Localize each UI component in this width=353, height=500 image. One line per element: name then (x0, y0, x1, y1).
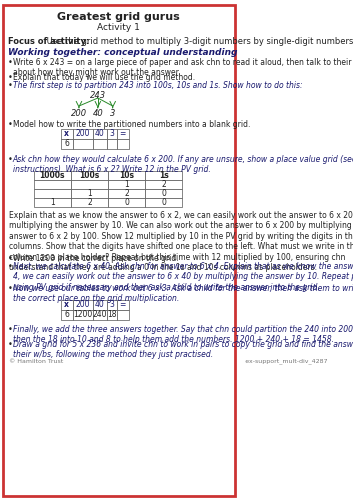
Bar (107, 129, 117, 139)
Text: Write 6 x 243 = on a large piece of paper and ask chn to read it aloud, then tal: Write 6 x 243 = on a large piece of pape… (13, 58, 353, 78)
Bar (107, 139, 117, 149)
Text: •: • (8, 284, 13, 293)
Bar (61, 129, 73, 139)
Bar (145, 198, 182, 207)
Text: •: • (8, 340, 13, 349)
Text: •: • (8, 254, 13, 263)
Bar (108, 171, 145, 180)
Text: Ask chn how they would calculate 6 x 200. If any are unsure, show a place value : Ask chn how they would calculate 6 x 200… (13, 155, 353, 174)
Bar (71, 189, 108, 198)
Bar (34, 189, 71, 198)
Bar (73, 129, 93, 139)
Text: 240: 240 (92, 310, 107, 320)
Text: 0: 0 (161, 189, 166, 198)
Bar (93, 129, 107, 139)
Text: Draw a grid for 5 x 236 and invite chn to work in pairs to copy the grid and fin: Draw a grid for 5 x 236 and invite chn t… (13, 340, 353, 359)
Bar (73, 300, 93, 310)
Text: 3: 3 (110, 109, 115, 118)
Bar (93, 139, 107, 149)
Bar (34, 180, 71, 189)
Text: © Hamilton Trust                                                                : © Hamilton Trust (10, 359, 328, 365)
Text: •: • (8, 58, 13, 67)
Text: Next, we calculate 6 x 40. Ask chn for answer to 6 x 4. Explain that as we know : Next, we calculate 6 x 40. Ask chn for a… (13, 262, 353, 292)
Bar (145, 180, 182, 189)
Text: =: = (120, 130, 126, 138)
Bar (107, 310, 117, 320)
Text: •: • (8, 81, 13, 90)
Text: 200: 200 (71, 109, 87, 118)
Text: x: x (64, 130, 69, 138)
Text: 1s: 1s (159, 171, 168, 180)
Text: 1: 1 (124, 180, 129, 189)
Text: Use the grid method to multiply 3-digit numbers by single-digit numbers.: Use the grid method to multiply 3-digit … (44, 37, 353, 46)
Text: 1: 1 (50, 198, 55, 207)
Bar (108, 189, 145, 198)
Bar (93, 310, 107, 320)
Text: 6: 6 (64, 140, 69, 148)
Text: •: • (8, 155, 13, 164)
Bar (34, 171, 71, 180)
Text: •: • (8, 325, 13, 334)
Text: Activity 1: Activity 1 (97, 23, 140, 32)
Bar (107, 300, 117, 310)
Text: 40: 40 (95, 130, 105, 138)
Bar (73, 310, 93, 320)
Text: 200: 200 (76, 130, 90, 138)
Bar (71, 171, 108, 180)
Bar (73, 139, 93, 149)
Bar (145, 189, 182, 198)
Text: 2: 2 (87, 198, 92, 207)
Text: 100s: 100s (79, 171, 100, 180)
Bar (117, 139, 129, 149)
Text: 200: 200 (76, 300, 90, 310)
Text: 1000s: 1000s (40, 171, 65, 180)
Bar (117, 310, 129, 320)
Bar (61, 300, 73, 310)
Text: Working together: conceptual understanding: Working together: conceptual understandi… (8, 48, 238, 57)
Text: =: = (120, 300, 126, 310)
Bar (117, 300, 129, 310)
Text: •: • (8, 262, 13, 271)
Text: Model how to write the partitioned numbers into a blank grid.: Model how to write the partitioned numbe… (13, 120, 250, 129)
Text: •: • (8, 120, 13, 129)
Text: 2: 2 (124, 189, 129, 198)
Text: •: • (8, 73, 13, 82)
Bar (108, 198, 145, 207)
Text: Now we use our tables to work out 6 x 3. Ask a child for the answer, then ask th: Now we use our tables to work out 6 x 3.… (13, 284, 353, 303)
Text: 2: 2 (161, 180, 166, 189)
Bar (61, 310, 73, 320)
Text: Finally, we add the three answers together. Say that chn could partition the 240: Finally, we add the three answers togeth… (13, 325, 353, 344)
Text: x: x (64, 300, 69, 310)
Bar (61, 139, 73, 149)
Text: 18: 18 (107, 310, 116, 320)
Text: 1200: 1200 (73, 310, 92, 320)
Text: 1: 1 (87, 189, 92, 198)
Bar (34, 198, 71, 207)
Bar (145, 171, 182, 180)
Text: Explain that today we will use the grid method.: Explain that today we will use the grid … (13, 73, 195, 82)
Text: 40: 40 (92, 109, 103, 118)
Text: The first step is to partition 243 into 100s, 10s and 1s. Show how to do this:: The first step is to partition 243 into … (13, 81, 303, 90)
Text: 0: 0 (161, 198, 166, 207)
Text: 3: 3 (109, 130, 114, 138)
Bar (71, 180, 108, 189)
Bar (117, 129, 129, 139)
Text: Explain that as we know the answer to 6 x 2, we can easily work out the answer t: Explain that as we know the answer to 6 … (10, 211, 353, 272)
Bar (93, 300, 107, 310)
FancyBboxPatch shape (3, 5, 235, 496)
Text: 243: 243 (90, 91, 106, 100)
Text: 3: 3 (109, 300, 114, 310)
Bar (108, 180, 145, 189)
Text: Write 1200 in the correct place on the grid.: Write 1200 in the correct place on the g… (13, 254, 179, 263)
Text: Greatest grid gurus: Greatest grid gurus (58, 12, 180, 22)
Bar (71, 198, 108, 207)
Text: 40: 40 (95, 300, 105, 310)
Text: 10s: 10s (119, 171, 134, 180)
Text: 0: 0 (124, 198, 129, 207)
Text: Focus of activity:: Focus of activity: (8, 37, 89, 46)
Text: 6: 6 (64, 310, 69, 320)
